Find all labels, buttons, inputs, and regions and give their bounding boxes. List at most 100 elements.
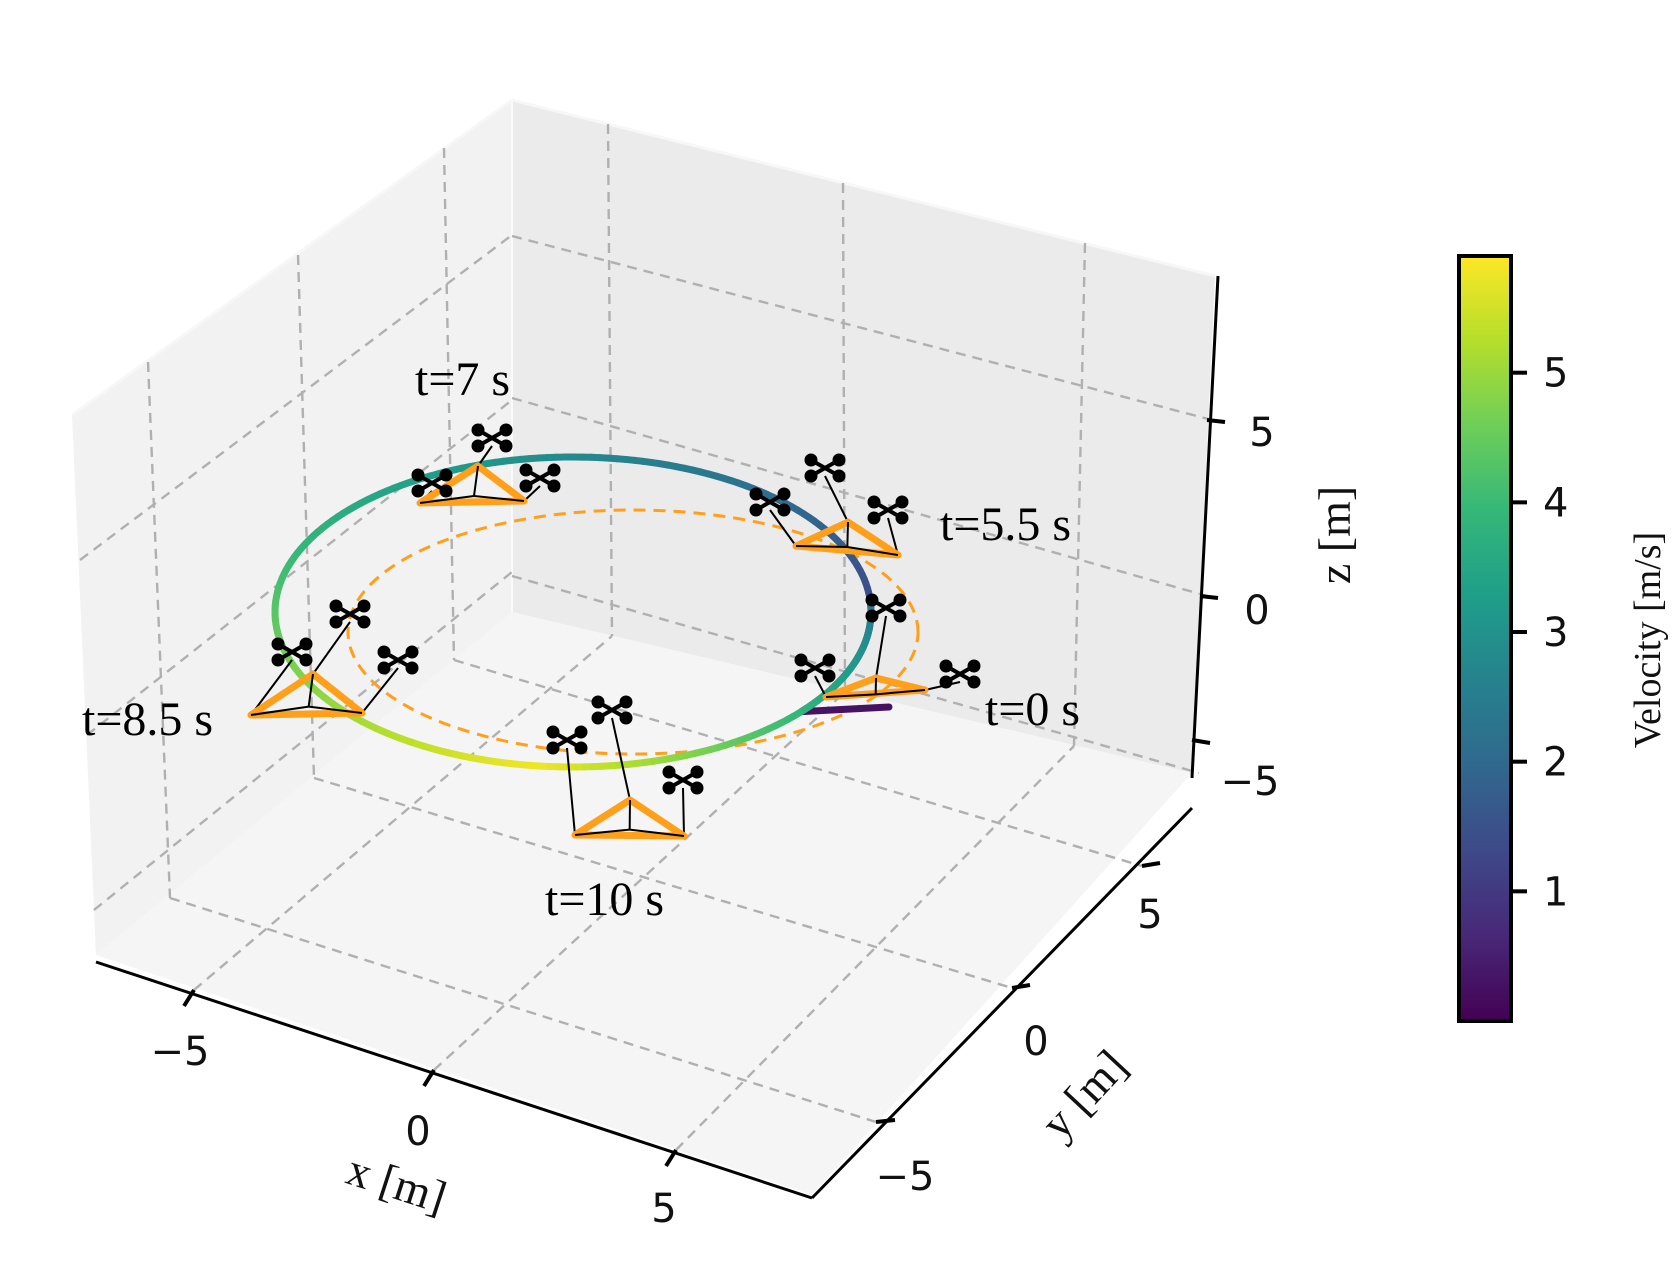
- trajectory-line: [271, 453, 893, 771]
- y-tick-label-1: −5: [876, 1154, 935, 1200]
- cable-t7-1: [477, 445, 493, 467]
- rotor-1: [690, 781, 704, 795]
- colorbar-tick-label-1: 1: [1543, 869, 1568, 915]
- rotor-2: [749, 503, 763, 517]
- rotor-2: [804, 469, 818, 483]
- rotor-0: [867, 495, 881, 509]
- colorbar-ticks: 1 2 3 4 5: [1511, 351, 1568, 915]
- grid-bl-h2: [86, 399, 513, 736]
- z-axis-label: z [m]: [1309, 486, 1360, 584]
- rotor-1: [777, 503, 791, 517]
- rotor-2: [519, 479, 533, 493]
- grid-br-h2: [511, 396, 1208, 598]
- frame-strut-t7-1: [419, 495, 475, 504]
- x-tick-mark-2: [422, 1068, 436, 1088]
- quadrotor-icon: [749, 487, 791, 517]
- x-tick-mark-1: [182, 988, 196, 1008]
- rotor-2: [865, 609, 879, 623]
- payload-frame-t10: [571, 796, 688, 840]
- y-tick-mark-1: [875, 1118, 896, 1124]
- cable-t10-2: [682, 787, 685, 837]
- cable-t7-2: [523, 485, 541, 502]
- z-tick-mark-2: [1199, 594, 1219, 600]
- rotor-2: [939, 675, 953, 689]
- rotor-3: [439, 468, 453, 482]
- grid-floor-x1: [193, 635, 613, 991]
- quadrotor-icon: [471, 423, 513, 453]
- rotor-3: [822, 653, 836, 667]
- rotor-1: [822, 669, 836, 683]
- rotor-2: [794, 669, 808, 683]
- quadrotor-snapshot-t8-5: [247, 599, 419, 719]
- frame-strut-t8-5-1: [250, 705, 309, 716]
- rotor-1: [547, 479, 561, 493]
- quadrotor-icon: [804, 453, 846, 483]
- rotor-0: [804, 453, 818, 467]
- pane-edge-left: [71, 98, 513, 417]
- frame-strut-t8-5-0: [307, 673, 314, 707]
- y-tick-mark-2: [1011, 983, 1031, 990]
- colorbar-tick-label-5: 5: [1543, 351, 1568, 397]
- colorbar-tick-label-2: 2: [1543, 740, 1568, 786]
- annotation-t10: t=10 s: [545, 873, 664, 926]
- x-tick-mark-3: [664, 1148, 678, 1168]
- axes-panes: [71, 98, 1216, 1195]
- x-axis-label: x [m]: [341, 1143, 453, 1223]
- tick-labels: −5 0 5 −5 0 5 −5 0 5: [151, 410, 1280, 1232]
- y-tick-label-3: 5: [1137, 892, 1162, 938]
- frame-strut-t5-5-1: [795, 545, 848, 548]
- pane-edge-top: [511, 98, 1216, 278]
- quadrotor-snapshot-t10: [546, 695, 704, 840]
- rotor-1: [405, 661, 419, 675]
- rotor-1: [439, 484, 453, 498]
- x-tick-label-3: 5: [651, 1186, 676, 1232]
- colorbar: 1 2 3 4 5 Velocity [m/s]: [1457, 254, 1669, 1023]
- rotor-1: [499, 439, 513, 453]
- annotation-t8-5: t=8.5 s: [82, 693, 213, 746]
- rotor-1: [574, 741, 588, 755]
- quadrotor-icon: [411, 468, 453, 498]
- grid-floor-x3: [675, 745, 1075, 1151]
- rotor-0: [471, 423, 485, 437]
- x-tick-label-2: 0: [405, 1109, 430, 1155]
- rotor-3: [574, 725, 588, 739]
- rotor-0: [939, 659, 953, 673]
- rotor-3: [619, 695, 633, 709]
- frame-strut-t0-2: [875, 689, 926, 696]
- back-right-pane: [512, 100, 1215, 773]
- rotor-2: [377, 661, 391, 675]
- rotor-0: [377, 645, 391, 659]
- quadrotor-icon: [546, 725, 588, 755]
- grid-bl-v3: [442, 147, 456, 661]
- x-tick-label-1: −5: [151, 1029, 210, 1075]
- rotor-3: [690, 765, 704, 779]
- grid-floor-y1: [169, 896, 877, 1124]
- rotor-2: [546, 741, 560, 755]
- rotor-0: [591, 695, 605, 709]
- rotor-2: [271, 653, 285, 667]
- quadrotor-icon: [662, 765, 704, 795]
- quadrotor-icon: [271, 637, 313, 667]
- rotor-1: [619, 711, 633, 725]
- rotor-3: [893, 593, 907, 607]
- payload-frame-t7: [416, 462, 528, 507]
- rotor-1: [967, 675, 981, 689]
- z-tick-mark-3: [1206, 418, 1226, 424]
- cable-t5-5-2: [887, 517, 899, 556]
- rotor-2: [591, 711, 605, 725]
- rotor-0: [411, 468, 425, 482]
- rotor-1: [357, 615, 371, 629]
- payload-frame-t5-5: [792, 518, 902, 559]
- rotor-3: [357, 599, 371, 613]
- rotor-3: [777, 487, 791, 501]
- rotor-0: [794, 653, 808, 667]
- colorbar-gradient: [1457, 254, 1513, 1023]
- rotor-3: [832, 453, 846, 467]
- grid-br-h1: [511, 234, 1213, 422]
- grid-bl-h3: [93, 571, 513, 911]
- y-tick-label-2: 0: [1023, 1019, 1048, 1065]
- cable-t10-1: [611, 717, 631, 801]
- frame-strut-t7-2: [473, 495, 525, 502]
- quadrotor-icon: [591, 695, 633, 725]
